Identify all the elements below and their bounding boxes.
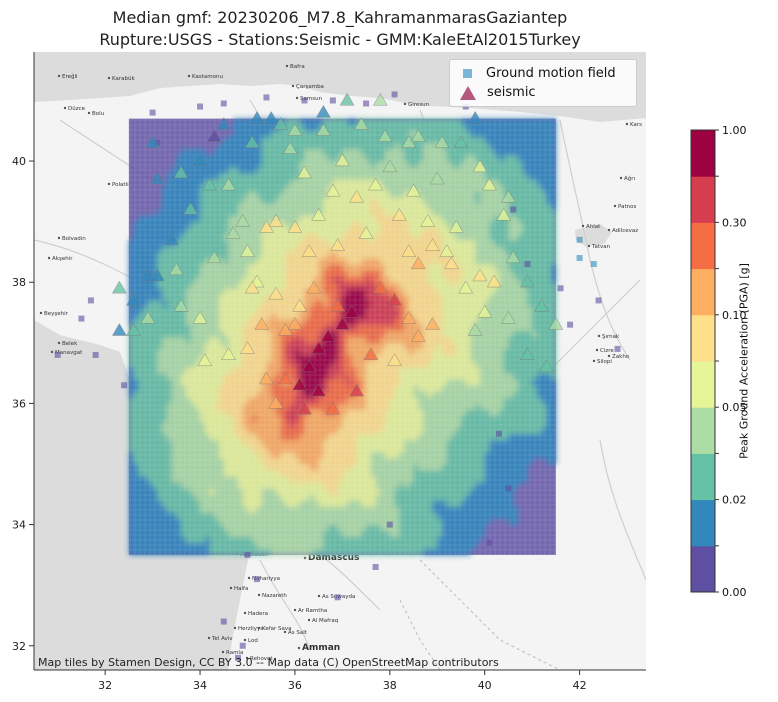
city-label: Şırnak (602, 334, 620, 340)
city-label: Akşehir (52, 256, 73, 262)
city-dot (619, 176, 623, 180)
city-label: Lod (248, 638, 258, 644)
city-dot (403, 102, 407, 106)
city-dot (257, 593, 261, 597)
city-label: Ar Ramtha (298, 608, 327, 614)
city-label: Bafra (290, 64, 305, 70)
city-dot (245, 656, 249, 660)
city-label: Nazareth (262, 593, 287, 599)
city-label: Patnos (618, 204, 636, 210)
city-label: Ahlat (586, 224, 601, 230)
city-dot (297, 646, 301, 650)
city-dot (207, 636, 211, 640)
city-label: Adilcevaz (612, 228, 638, 234)
city-dot (47, 256, 51, 260)
basemap: Ereğli Karabük Kastamonu Bafra Çarşamba Samsu… (34, 52, 646, 670)
city-label: Haifa (234, 586, 248, 592)
city-dot (303, 556, 307, 560)
city-label: Ereğli (62, 73, 78, 80)
city-dot (243, 611, 247, 615)
figure-title-line1: Median gmf: 20230206_M7.8_KahramanmarasG… (112, 8, 568, 27)
city-label: Tatvan (591, 244, 611, 250)
city-dot (597, 334, 601, 338)
city-dot (39, 311, 43, 315)
city-dot (107, 182, 111, 186)
city-dot (613, 204, 617, 208)
city-label: Ağrı (624, 175, 636, 182)
city-dot (595, 348, 599, 352)
city-label: Beyşehir (44, 311, 69, 317)
city-label: Amman (302, 643, 340, 653)
city-label: Cizre (600, 348, 614, 354)
figure-title-line2: Rupture:USGS - Stations:Seismic - GMM:Ka… (99, 30, 581, 49)
city-label: Rehovot (250, 656, 273, 662)
city-dot (293, 608, 297, 612)
city-dot (581, 224, 585, 228)
city-label: Silopi (597, 359, 612, 365)
city-label: Samsun (300, 96, 323, 102)
city-label: Hadera (248, 611, 268, 617)
city-dot (57, 236, 61, 240)
city-label: Al Mafraq (312, 618, 338, 624)
city-label: Manavgat (55, 350, 83, 356)
city-dot (87, 111, 91, 115)
city-label: Belek (62, 341, 78, 347)
ground-motion-field (128, 118, 557, 556)
city-label: Ramla (226, 650, 243, 656)
city-dot (187, 74, 191, 78)
city-dot (592, 359, 596, 363)
city-dot (247, 576, 251, 580)
city-dot (295, 96, 299, 100)
city-dot (607, 354, 611, 358)
city-label: Zakho (612, 354, 630, 360)
city-dot (625, 122, 629, 126)
city-dot (307, 618, 311, 622)
city-label: Polatlı (112, 182, 129, 188)
city-dot (317, 594, 321, 598)
city-dot (57, 341, 61, 345)
city-dot (221, 650, 225, 654)
city-label: Çarşamba (296, 84, 324, 90)
city-label: Kefar Sava (262, 626, 292, 632)
city-dot (50, 350, 54, 354)
city-label: Nahariyya (252, 576, 280, 582)
city-dot (607, 228, 611, 232)
city-label: Tel Aviv (211, 636, 233, 642)
city-dot (285, 64, 289, 68)
city-dot (283, 630, 287, 634)
city-label: Bolvadin (62, 236, 86, 242)
city-dot (63, 106, 67, 110)
city-label: Düzce (68, 106, 86, 112)
city-label: Giresun (408, 102, 430, 108)
city-dot (233, 626, 237, 630)
city-label: As Salt (288, 630, 308, 636)
city-dot (57, 74, 61, 78)
city-label: Karabük (112, 76, 135, 82)
city-dot (257, 626, 261, 630)
borders (399, 559, 561, 670)
city-dot (243, 638, 247, 642)
city-dot (587, 244, 591, 248)
city-label: Kars (630, 122, 642, 128)
city-label: Damascus (308, 553, 359, 563)
city-label: Kastamonu (192, 74, 223, 80)
city-dot (229, 586, 233, 590)
city-dot (107, 76, 111, 80)
city-label: Herzliyya (238, 626, 264, 632)
city-label: Bolu (92, 111, 104, 117)
city-dot (291, 84, 295, 88)
